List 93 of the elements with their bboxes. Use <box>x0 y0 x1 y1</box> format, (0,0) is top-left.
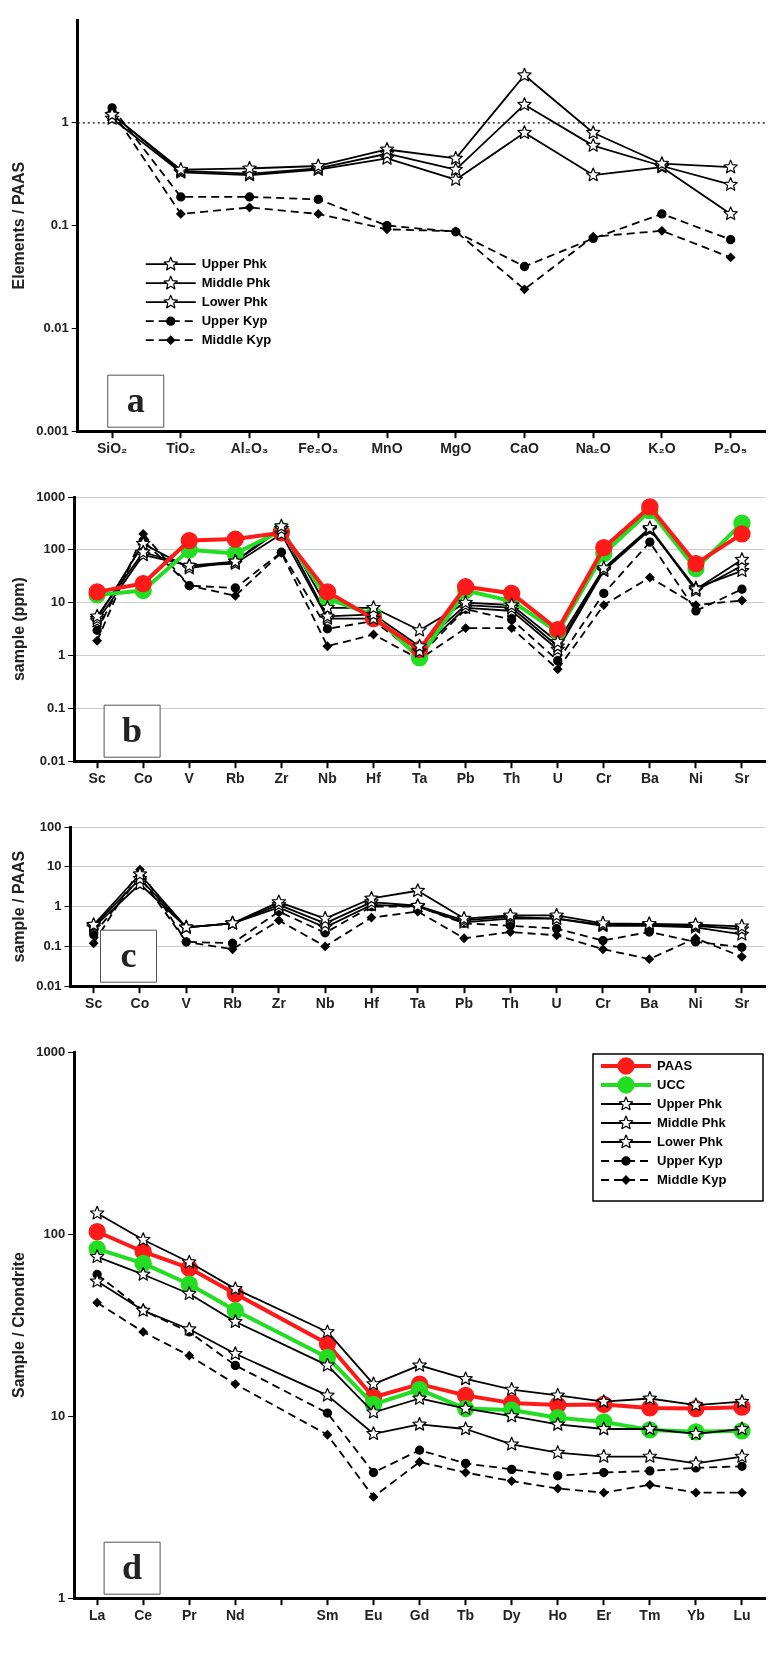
x-tick-label: Pr <box>181 1607 198 1624</box>
x-tick-label: Yb <box>686 1607 705 1624</box>
x-tick-label: U <box>551 995 562 1012</box>
legend-label: PAAS <box>657 1057 693 1073</box>
x-tick-label: Ta <box>411 770 428 787</box>
x-tick-label: Sc <box>88 770 106 787</box>
x-tick-label: Na₂O <box>575 440 611 457</box>
legend-label: Lower Phk <box>657 1133 724 1149</box>
y-tick-label: 1000 <box>36 1043 66 1059</box>
y-tick-label: 1000 <box>36 488 66 504</box>
y-tick-label: 0.001 <box>36 422 69 438</box>
x-tick-label: Nd <box>225 1607 245 1624</box>
x-tick-label: Ni <box>688 770 703 787</box>
y-tick-label: 1 <box>57 647 66 663</box>
x-tick-label: Eu <box>364 1607 383 1624</box>
x-tick-label: MgO <box>440 440 472 457</box>
legend-label: Middle Phk <box>657 1114 727 1130</box>
x-tick-label: U <box>552 770 563 787</box>
y-axis-title: Sample / Chondrite <box>10 1252 28 1398</box>
y-tick-label: 100 <box>43 1225 66 1241</box>
y-tick-label: 1 <box>54 898 62 914</box>
x-tick-label: V <box>181 995 192 1012</box>
x-tick-label: SiO₂ <box>96 440 128 457</box>
x-tick-label: Tm <box>639 1607 661 1624</box>
x-tick-label: Ce <box>134 1607 153 1624</box>
x-tick-label: Pb <box>455 995 473 1012</box>
x-tick-label: CaO <box>510 440 539 457</box>
x-tick-label: Ho <box>548 1607 568 1624</box>
annotation: d <box>122 1547 143 1588</box>
y-tick-label: 10 <box>50 1407 66 1423</box>
x-tick-label: Hf <box>364 995 380 1012</box>
y-tick-label: 1 <box>61 114 69 130</box>
x-tick-label: Er <box>596 1607 612 1624</box>
x-tick-label: Th <box>503 770 521 787</box>
x-tick-label: Ba <box>640 995 659 1012</box>
x-tick-label: Co <box>130 995 150 1012</box>
y-tick-label: 0.1 <box>50 217 69 233</box>
x-tick-label: Ba <box>640 770 660 787</box>
legend-label: Middle Kyp <box>201 331 272 347</box>
legend-label: Middle Phk <box>201 274 272 290</box>
y-tick-label: 0.01 <box>36 977 62 993</box>
x-tick-label: V <box>184 770 195 787</box>
y-axis-title: sample (ppm) <box>10 577 28 682</box>
x-tick-label: Zr <box>271 995 287 1012</box>
x-tick-label: Hf <box>366 770 382 787</box>
x-tick-label: MnO <box>371 440 403 457</box>
x-tick-label: Nb <box>318 770 337 787</box>
legend-label: Upper Kyp <box>201 312 268 328</box>
x-tick-label: La <box>88 1607 106 1624</box>
y-tick-label: 10 <box>50 594 66 610</box>
x-tick-label: Ni <box>688 995 703 1012</box>
x-tick-label: Tb <box>457 1607 475 1624</box>
x-tick-label: TiO₂ <box>166 440 196 457</box>
x-tick-label: Th <box>501 995 519 1012</box>
x-tick-label: Rb <box>225 770 245 787</box>
x-tick-label: K₂O <box>648 440 676 457</box>
y-tick-label: 0.01 <box>43 319 69 335</box>
annotation: a <box>126 380 145 421</box>
x-tick-label: Pb <box>456 770 475 787</box>
legend-label: Upper Phk <box>201 255 268 271</box>
y-axis-title: Elements / PAAS <box>10 161 28 290</box>
y-tick-label: 1 <box>57 1589 66 1605</box>
x-tick-label: Sr <box>734 995 750 1012</box>
y-axis-title: sample / PAAS <box>10 850 28 963</box>
x-tick-label: Zr <box>274 770 289 787</box>
x-tick-label: Ta <box>410 995 426 1012</box>
x-tick-label: Dy <box>502 1607 521 1624</box>
x-tick-label: Rb <box>223 995 242 1012</box>
annotation: c <box>120 935 137 976</box>
y-tick-label: 0.1 <box>47 699 66 715</box>
y-tick-label: 100 <box>39 818 62 834</box>
x-tick-label: Gd <box>409 1607 430 1624</box>
x-tick-label: Cr <box>596 770 613 787</box>
annotation: b <box>122 710 143 751</box>
x-tick-label: Cr <box>595 995 612 1012</box>
legend-label: Lower Phk <box>201 293 269 309</box>
legend-label: Upper Kyp <box>657 1152 723 1168</box>
x-tick-label: Lu <box>733 1607 751 1624</box>
x-tick-label: Sm <box>316 1607 339 1624</box>
legend-label: UCC <box>657 1076 686 1092</box>
x-tick-label: P₂O₅ <box>714 440 748 457</box>
x-tick-label: Sr <box>734 770 750 787</box>
legend-label: Middle Kyp <box>657 1171 727 1187</box>
legend-label: Upper Phk <box>657 1095 723 1111</box>
y-tick-label: 0.1 <box>43 937 62 953</box>
x-tick-label: Fe₂O₃ <box>298 440 339 457</box>
x-tick-label: Al₂O₃ <box>230 440 269 457</box>
x-tick-label: Co <box>133 770 153 787</box>
x-tick-label: Sc <box>85 995 103 1012</box>
y-tick-label: 100 <box>43 541 66 557</box>
y-tick-label: 0.01 <box>39 752 66 768</box>
x-tick-label: Nb <box>315 995 335 1012</box>
y-tick-label: 10 <box>47 858 62 874</box>
